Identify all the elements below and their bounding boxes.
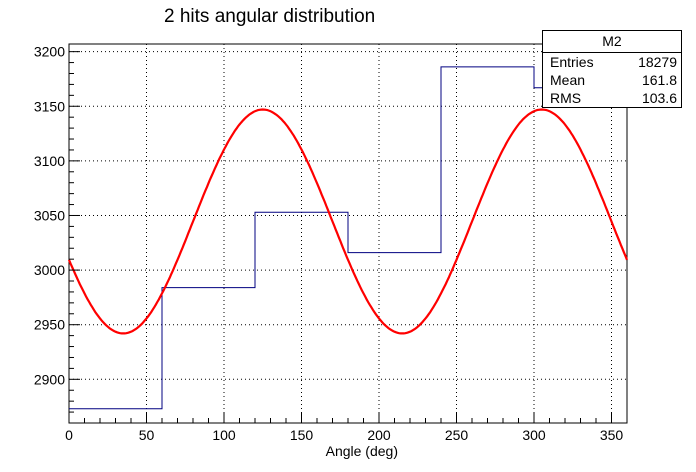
y-tick-label: 3100 — [34, 153, 65, 169]
x-axis-title: Angle (deg) — [326, 443, 398, 459]
chart-title: 2 hits angular distribution — [164, 6, 376, 27]
y-tick-label: 3000 — [34, 262, 65, 278]
stats-entries-value: 18279 — [638, 54, 677, 70]
stats-rms-value: 103.6 — [641, 90, 677, 106]
fit-curve-layer — [67, 108, 629, 335]
x-tick-label: 150 — [290, 427, 314, 443]
x-tick-label: 100 — [212, 427, 236, 443]
x-tick-label: 50 — [139, 427, 155, 443]
stats-box: M2 Entries 18279 Mean 161.8 RMS 103.6 — [542, 30, 682, 108]
fit-curve-line — [67, 108, 629, 335]
stats-entries-label: Entries — [550, 54, 594, 70]
x-tick-label: 300 — [522, 427, 546, 443]
y-tick-label: 2900 — [34, 371, 65, 387]
y-tick-label: 3200 — [34, 44, 65, 60]
stats-rms-label: RMS — [550, 90, 582, 106]
x-tick-label: 250 — [445, 427, 469, 443]
stats-mean-value: 161.8 — [641, 72, 677, 88]
stats-row-mean: Mean 161.8 — [543, 71, 681, 89]
y-tick-label: 3150 — [34, 98, 65, 114]
y-tick-label: 3050 — [34, 207, 65, 223]
stats-mean-label: Mean — [550, 72, 586, 88]
x-tick-label: 350 — [600, 427, 624, 443]
y-tick-label: 2950 — [34, 317, 65, 333]
x-tick-label: 0 — [65, 427, 73, 443]
stats-box-name: M2 — [543, 31, 681, 53]
histogram-steps — [69, 66, 627, 410]
axis-layer: 0 50 100 150 200 250 300 350 2900 2950 3000 3050 310… — [34, 44, 628, 443]
histogram-layer — [69, 66, 627, 410]
x-tick-label: 200 — [367, 427, 391, 443]
stats-row-entries: Entries 18279 — [543, 53, 681, 71]
stats-row-rms: RMS 103.6 — [543, 89, 681, 107]
